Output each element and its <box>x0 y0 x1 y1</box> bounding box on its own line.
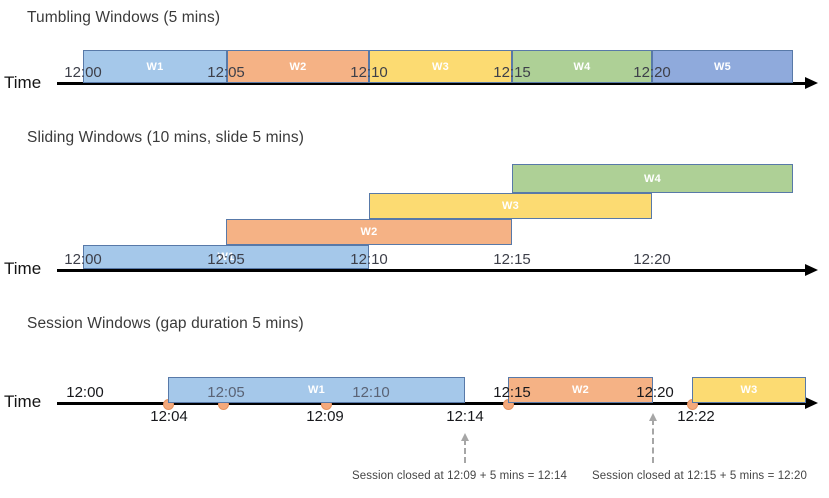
window-box-w5: W5 <box>652 50 793 83</box>
window-label-w2: W2 <box>571 384 590 396</box>
time-axis-label: Time <box>4 73 42 92</box>
window-box-w4: W4 <box>512 50 652 83</box>
window-box-w2: W2 <box>226 219 512 245</box>
session-close-annotation: Session closed at 12:15 + 5 mins = 12:20 <box>592 470 807 482</box>
timeline-axis <box>57 402 806 405</box>
window-box-w1: W1 <box>83 245 369 269</box>
window-label-w2: W2 <box>289 60 307 73</box>
tick-label: 12:15 <box>493 384 531 401</box>
window-label-w1: W1 <box>217 251 235 263</box>
tick-label: 12:05 <box>207 384 245 401</box>
window-box-w4: W4 <box>512 164 793 193</box>
timeline-axis <box>57 269 806 272</box>
window-label-w4: W4 <box>643 172 662 185</box>
time-axis-label: Time <box>4 259 42 278</box>
event-time-label: 12:14 <box>446 408 484 425</box>
section-title-tumbling: Tumbling Windows (5 mins) <box>27 9 221 26</box>
tick-label: 12:10 <box>350 251 388 268</box>
session-close-arrowhead-icon <box>648 413 657 421</box>
window-label-w5: W5 <box>713 60 732 73</box>
tick-label: 12:05 <box>207 64 245 81</box>
tick-label: 12:20 <box>636 384 674 401</box>
session-close-arrow <box>464 439 466 463</box>
tick-label: 12:15 <box>493 64 531 81</box>
window-label-w4: W4 <box>573 60 591 73</box>
window-box-w3: W3 <box>369 50 512 83</box>
window-label-w1: W1 <box>146 60 164 73</box>
timeline-arrowhead-icon <box>805 264 818 276</box>
window-label-w1: W1 <box>307 384 326 396</box>
window-box-w3: W3 <box>692 377 806 403</box>
section-title-sliding: Sliding Windows (10 mins, slide 5 mins) <box>27 129 304 146</box>
timeline-arrowhead-icon <box>805 77 818 89</box>
window-label-w2: W2 <box>360 226 378 238</box>
tick-label: 12:15 <box>493 251 531 268</box>
window-box-w2: W2 <box>227 50 369 83</box>
window-box-w1: W1 <box>83 50 227 83</box>
tick-label: 12:00 <box>66 384 104 401</box>
tick-label: 12:00 <box>64 251 102 268</box>
timeline-arrowhead-icon <box>805 397 818 409</box>
event-time-label: 12:04 <box>150 408 188 425</box>
window-box-w2: W2 <box>508 377 653 403</box>
time-axis-label: Time <box>4 392 42 411</box>
timeline-axis <box>57 82 806 85</box>
window-label-w3: W3 <box>431 60 450 73</box>
section-title-session: Session Windows (gap duration 5 mins) <box>27 315 304 332</box>
tick-label: 12:10 <box>350 64 388 81</box>
tick-label: 12:00 <box>64 64 102 81</box>
session-close-arrowhead-icon <box>460 433 469 441</box>
window-box-w1: W1 <box>168 377 465 403</box>
tick-label: 12:10 <box>352 384 390 401</box>
tick-label: 12:05 <box>207 251 245 268</box>
tick-label: 12:20 <box>633 64 671 81</box>
event-time-label: 12:22 <box>677 408 715 425</box>
window-box-w3: W3 <box>369 193 652 219</box>
window-label-w3: W3 <box>740 384 758 396</box>
session-close-annotation: Session closed at 12:09 + 5 mins = 12:14 <box>352 470 567 482</box>
session-close-arrow <box>652 419 654 463</box>
window-label-w3: W3 <box>501 200 520 212</box>
tick-label: 12:20 <box>633 251 671 268</box>
event-time-label: 12:09 <box>306 408 344 425</box>
